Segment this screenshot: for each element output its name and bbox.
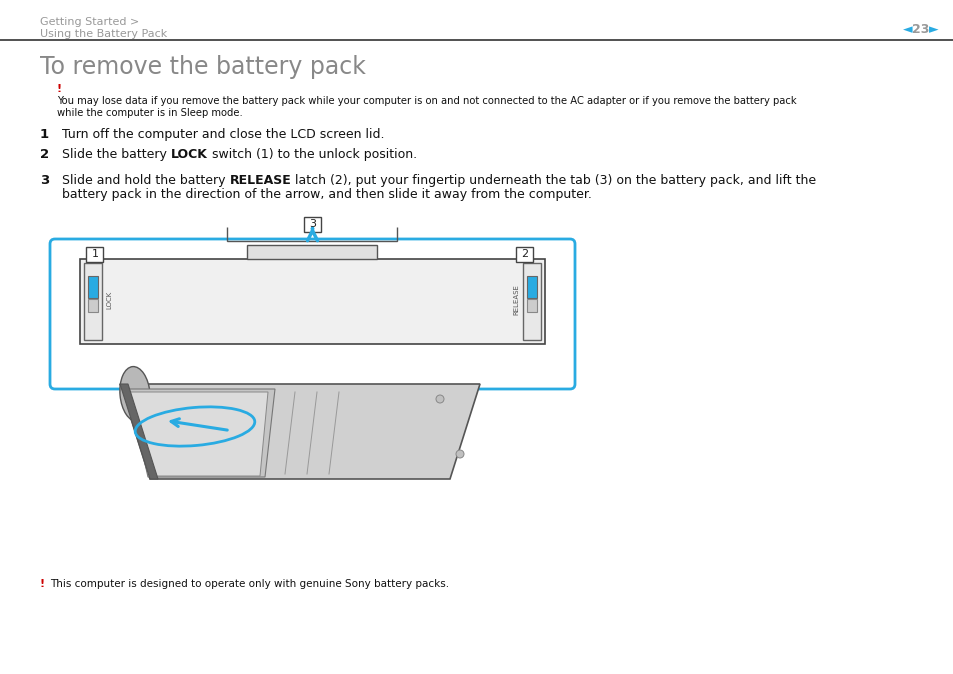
Text: !: !	[57, 84, 62, 94]
FancyBboxPatch shape	[84, 263, 102, 340]
Bar	[88, 276, 98, 297]
Text: ◄: ◄	[902, 23, 912, 36]
Text: Slide the battery: Slide the battery	[62, 148, 171, 161]
Text: This computer is designed to operate only with genuine Sony battery packs.: This computer is designed to operate onl…	[50, 579, 449, 589]
Bar	[526, 299, 537, 311]
Text: LOCK: LOCK	[106, 290, 112, 309]
Bar	[87, 247, 103, 262]
Bar	[516, 247, 533, 262]
Text: RELEASE: RELEASE	[513, 284, 518, 315]
Text: 1: 1	[91, 249, 98, 259]
Polygon shape	[120, 384, 158, 479]
Text: !: !	[40, 579, 45, 589]
Polygon shape	[120, 384, 479, 479]
Text: 1: 1	[40, 128, 49, 141]
Bar	[88, 299, 98, 311]
Text: RELEASE: RELEASE	[230, 174, 291, 187]
Polygon shape	[128, 389, 274, 477]
Text: ►: ►	[928, 23, 938, 36]
Text: Slide and hold the battery: Slide and hold the battery	[62, 174, 230, 187]
Circle shape	[436, 395, 443, 403]
Polygon shape	[130, 392, 268, 476]
Text: To remove the battery pack: To remove the battery pack	[40, 55, 366, 79]
Text: Getting Started >: Getting Started >	[40, 17, 139, 27]
Bar	[304, 216, 320, 231]
Text: 2: 2	[521, 249, 528, 259]
Ellipse shape	[120, 367, 150, 421]
Text: Turn off the computer and close the LCD screen lid.: Turn off the computer and close the LCD …	[62, 128, 384, 141]
Text: 23: 23	[911, 23, 929, 36]
FancyBboxPatch shape	[50, 239, 575, 389]
FancyBboxPatch shape	[522, 263, 540, 340]
Text: 3: 3	[309, 219, 315, 229]
Bar	[247, 245, 377, 259]
Text: latch (2), put your fingertip underneath the tab (3) on the battery pack, and li: latch (2), put your fingertip underneath…	[291, 174, 816, 187]
Bar	[80, 259, 544, 344]
Circle shape	[456, 450, 463, 458]
Text: switch (1) to the unlock position.: switch (1) to the unlock position.	[208, 148, 416, 161]
Text: LOCK: LOCK	[171, 148, 208, 161]
Bar	[526, 276, 537, 297]
Text: You may lose data if you remove the battery pack while your computer is on and n: You may lose data if you remove the batt…	[57, 96, 796, 106]
Text: 2: 2	[40, 148, 49, 161]
Text: while the computer is in Sleep mode.: while the computer is in Sleep mode.	[57, 108, 242, 118]
Text: battery pack in the direction of the arrow, and then slide it away from the comp: battery pack in the direction of the arr…	[62, 188, 591, 201]
Text: 3: 3	[40, 174, 50, 187]
Text: Using the Battery Pack: Using the Battery Pack	[40, 29, 167, 39]
